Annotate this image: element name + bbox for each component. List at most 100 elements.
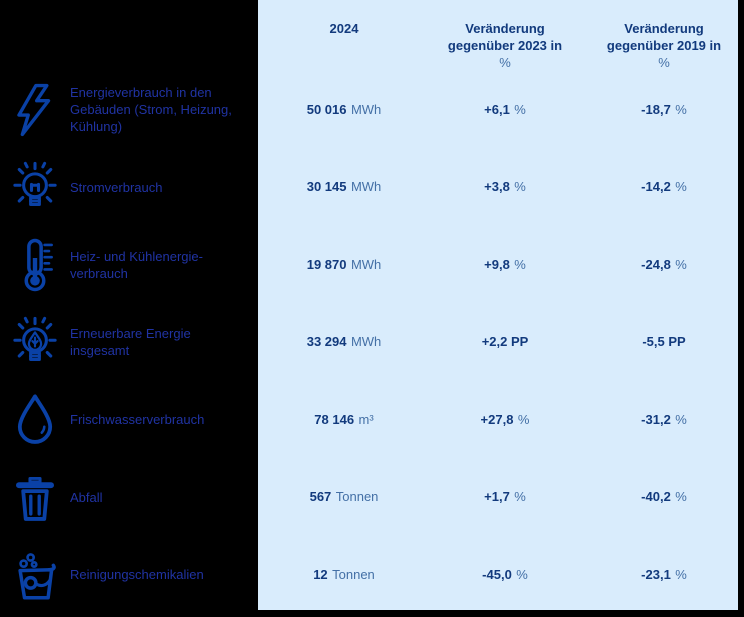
header-gap: [580, 20, 590, 71]
change-unit: %: [675, 179, 687, 195]
change-2023: +3,8 %: [430, 178, 580, 196]
change-unit: %: [675, 256, 687, 272]
header-change-2019-unit: %: [658, 55, 670, 70]
change-unit: %: [514, 179, 526, 195]
header-change-2019: Veränderung gegenüber 2019 in%: [590, 20, 738, 71]
thermometer-icon: [24, 238, 53, 291]
value-unit: MWh: [350, 101, 382, 117]
change-2019: -5,5 PP: [590, 333, 738, 351]
change-number: +1,7: [484, 489, 510, 505]
row-icon-cell: [0, 389, 70, 451]
change-2019: -40,2 %: [590, 488, 738, 506]
table-row: Stromverbrauch 30 145 MWh +3,8 % -14,2 %: [0, 149, 744, 227]
change-unit: %: [675, 566, 687, 582]
header-change-2023-title: Veränderung gegenüber 2023 in: [447, 21, 563, 53]
table-rows: Energieverbrauch in den Gebäuden (Strom,…: [0, 71, 744, 614]
change-number: +2,2 PP: [481, 334, 529, 350]
change-2019: -31,2 %: [590, 411, 738, 429]
change-number: +6,1: [484, 101, 510, 117]
row-label: Frischwasserverbrauch: [70, 412, 205, 428]
value-2024: 30 145 MWh: [258, 178, 430, 196]
value-unit: MWh: [350, 334, 382, 350]
row-icon-cell: [0, 542, 70, 608]
change-number: -45,0: [482, 566, 512, 582]
change-number: -40,2: [641, 489, 671, 505]
change-unit: %: [675, 489, 687, 505]
change-2023: +9,8 %: [430, 256, 580, 274]
change-number: +9,8: [484, 256, 510, 272]
table-row: Frischwasserverbrauch 78 146 m³ +27,8 % …: [0, 381, 744, 459]
value-unit: m³: [358, 411, 374, 427]
change-2019: -18,7 %: [590, 101, 738, 119]
value-number: 30 145: [306, 179, 347, 195]
change-unit: %: [514, 489, 526, 505]
change-2023: +2,2 PP: [430, 333, 580, 351]
value-number: 33 294: [306, 334, 347, 350]
bucket-icon: [18, 552, 56, 600]
change-unit: %: [514, 256, 526, 272]
change-unit: %: [675, 101, 687, 117]
change-2023: +27,8 %: [430, 411, 580, 429]
change-2023: +1,7 %: [430, 488, 580, 506]
table-row: Erneuerbare Energie insgesamt 33 294 MWh…: [0, 304, 744, 382]
value-number: 19 870: [306, 256, 347, 272]
lightning-icon: [17, 83, 51, 136]
table-row: Energieverbrauch in den Gebäuden (Strom,…: [0, 71, 744, 149]
value-unit: Tonnen: [332, 566, 375, 582]
change-number: -5,5 PP: [642, 334, 686, 350]
value-number: 50 016: [306, 101, 347, 117]
value-2024: 50 016 MWh: [258, 101, 430, 119]
table-row: Heiz- und Kühlenergie- verbrauch 19 870 …: [0, 226, 744, 304]
row-icon-cell: [0, 154, 70, 220]
row-label: Erneuerbare Energie insgesamt: [70, 326, 191, 359]
row-label: Energieverbrauch in den Gebäuden (Strom,…: [70, 85, 232, 135]
header-change-2019-title: Veränderung gegenüber 2019 in: [606, 21, 722, 53]
table-background-panel: [258, 0, 738, 610]
value-2024: 19 870 MWh: [258, 256, 430, 274]
trash-icon: [16, 477, 54, 522]
row-label: Stromverbrauch: [70, 179, 163, 195]
change-2019: -14,2 %: [590, 178, 738, 196]
header-change-2023-unit: %: [499, 55, 511, 70]
change-2019: -23,1 %: [590, 566, 738, 584]
row-icon-cell: [0, 309, 70, 375]
change-unit: %: [514, 101, 526, 117]
header-year: 2024: [329, 21, 359, 36]
row-icon-cell: [0, 232, 70, 298]
change-unit: %: [517, 411, 530, 427]
table-header-row: 2024 Veränderung gegenüber 2023 in% Verä…: [258, 20, 738, 71]
lightbulb-icon: [13, 162, 57, 207]
row-label: Heiz- und Kühlenergie- verbrauch: [70, 248, 203, 281]
table-row: Reinigungschemikalien 12 Tonnen -45,0 % …: [0, 536, 744, 614]
change-number: -23,1: [641, 566, 671, 582]
value-2024: 78 146 m³: [258, 411, 430, 429]
row-icon-cell: [0, 466, 70, 528]
value-unit: Tonnen: [335, 489, 379, 505]
value-unit: MWh: [350, 256, 382, 272]
value-2024: 567 Tonnen: [258, 488, 430, 506]
table-row: Abfall 567 Tonnen +1,7 % -40,2 %: [0, 459, 744, 537]
value-unit: MWh: [350, 179, 382, 195]
header-change-2023: Veränderung gegenüber 2023 in%: [430, 20, 580, 71]
change-2023: -45,0 %: [430, 566, 580, 584]
value-number: 78 146: [314, 411, 355, 427]
change-number: -14,2: [641, 179, 671, 195]
change-number: -31,2: [641, 411, 671, 427]
row-icon-cell: [0, 78, 70, 142]
eco-bulb-icon: [13, 317, 57, 362]
change-number: -18,7: [641, 101, 671, 117]
change-number: +3,8: [484, 179, 510, 195]
change-number: -24,8: [641, 256, 671, 272]
change-unit: %: [675, 411, 687, 427]
value-2024: 12 Tonnen: [258, 566, 430, 584]
change-number: +27,8: [480, 411, 514, 427]
value-2024: 33 294 MWh: [258, 333, 430, 351]
change-2023: +6,1 %: [430, 101, 580, 119]
row-label: Abfall: [70, 489, 103, 505]
change-2019: -24,8 %: [590, 256, 738, 274]
water-drop-icon: [17, 394, 53, 444]
row-label: Reinigungschemikalien: [70, 567, 204, 583]
value-number: 12: [313, 566, 328, 582]
change-unit: %: [516, 566, 528, 582]
